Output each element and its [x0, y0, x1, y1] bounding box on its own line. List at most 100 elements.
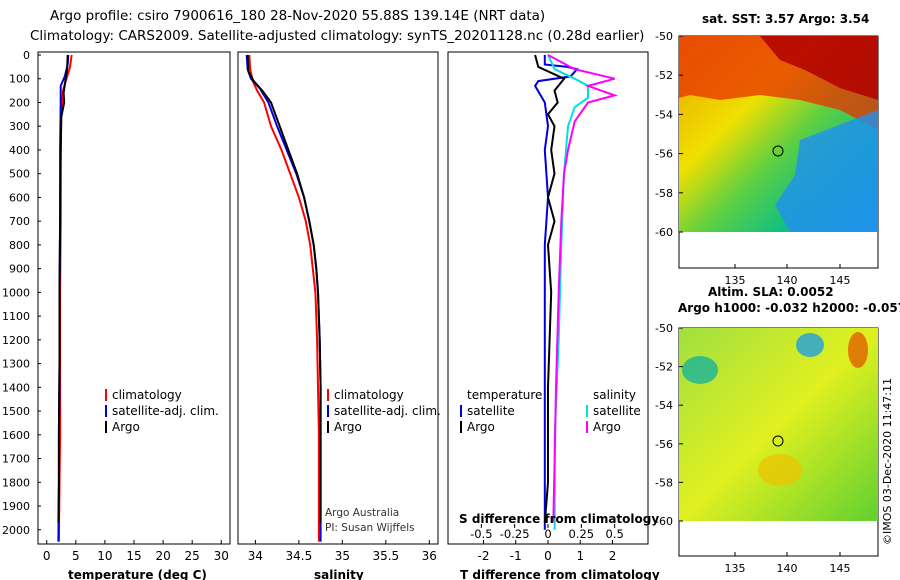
- x-tick-label: 0: [43, 549, 51, 563]
- series-line-t-argo: [534, 54, 566, 523]
- legend-label-satellite: satellite-adj. clim.: [112, 404, 219, 418]
- x-tick-label: 35.5: [372, 549, 399, 563]
- depth-tick-label: 700: [9, 215, 30, 228]
- temperature-x-axis: 0 5 10 15 20 25 30: [43, 540, 229, 563]
- x-tick-label: 2: [609, 549, 617, 563]
- sla-map-field: [679, 328, 878, 521]
- series-line-climatology: [248, 54, 320, 542]
- lat-tick-label: -56: [655, 148, 673, 161]
- x-tick-label: -1: [510, 549, 522, 563]
- title-line-2: Climatology: CARS2009. Satellite-adjuste…: [30, 28, 644, 44]
- s-tick-label: 0.25: [569, 527, 595, 541]
- sla-map-axes: -50 -52 -54 -56 -58 -60 135 140 145: [655, 322, 850, 575]
- depth-tick-label: 1200: [2, 334, 30, 347]
- x-tick-label: 5: [72, 549, 80, 563]
- x-tick-label: 1: [576, 549, 584, 563]
- difference-series: [533, 54, 619, 530]
- depth-tick-label: 900: [9, 263, 30, 276]
- legend-label-climatology: climatology: [112, 388, 182, 402]
- series-line-t-satellite: [533, 55, 579, 530]
- legend-label-satellite: satellite-adj. clim.: [334, 404, 441, 418]
- s-tick-label: -0.5: [470, 527, 492, 541]
- x-tick-label: 25: [185, 549, 200, 563]
- x-tick-label: 30: [214, 549, 229, 563]
- lat-tick-label: -50: [655, 30, 673, 43]
- depth-tick-label: 1900: [2, 500, 30, 513]
- sla-map-title-1: Altim. SLA: 0.0052: [708, 285, 834, 299]
- s-difference-axis: -0.5 -0.25 0 0.25 0.5: [470, 524, 624, 541]
- legend-label-s-argo: Argo: [593, 420, 621, 434]
- difference-x-axis: -2 -1 0 1 2: [477, 540, 616, 563]
- credit-line-1: Argo Australia: [325, 507, 399, 519]
- float-position-marker: [772, 145, 784, 157]
- depth-tick-label: 1700: [2, 453, 30, 466]
- lat-tick-label: -60: [655, 515, 673, 528]
- legend-label-t-satellite: satellite: [467, 404, 515, 418]
- lon-tick-label: 145: [830, 274, 851, 287]
- credit-line-2: PI: Susan Wijffels: [325, 522, 415, 534]
- lon-tick-label: 145: [830, 562, 851, 575]
- depth-tick-label: 600: [9, 191, 30, 204]
- sst-map-title: sat. SST: 3.57 Argo: 3.54: [702, 12, 869, 26]
- depth-tick-label: 0: [23, 49, 30, 62]
- x-tick-label: 0: [544, 549, 552, 563]
- float-position-marker: [772, 435, 784, 447]
- depth-axis: 0 100 200 300 400 500 600 700 800 900 1000 1100 1200…: [2, 49, 41, 537]
- x-tick-label: 36: [422, 549, 437, 563]
- lat-tick-label: -54: [655, 399, 673, 412]
- lat-tick-label: -58: [655, 187, 673, 200]
- x-tick-label: 35: [335, 549, 350, 563]
- lat-tick-label: -60: [655, 226, 673, 239]
- sla-low-anomaly: [796, 333, 824, 357]
- temperature-legend: climatology satellite-adj. clim. Argo: [105, 388, 219, 434]
- legend-label-argo: Argo: [334, 420, 362, 434]
- depth-tick-label: 1400: [2, 381, 30, 394]
- legend-title-temperature: temperature: [467, 388, 542, 402]
- series-line-argo: [57, 54, 69, 523]
- lat-tick-label: -58: [655, 476, 673, 489]
- temperature-panel: [37, 51, 231, 545]
- difference-legend: temperature satellite Argo salinity sate…: [460, 388, 641, 434]
- title-line-1: Argo profile: csiro 7900616_180 28-Nov-2…: [50, 8, 545, 24]
- salinity-legend: climatology satellite-adj. clim. Argo: [327, 388, 441, 434]
- depth-tick-label: 1800: [2, 476, 30, 489]
- salinity-xlabel: salinity: [314, 568, 364, 580]
- depth-tick-label: 1500: [2, 405, 30, 418]
- sla-map: [678, 327, 879, 557]
- depth-tick-label: 1600: [2, 429, 30, 442]
- s-difference-title: S difference from climatology: [459, 512, 659, 526]
- series-line-s-argo: [547, 54, 619, 523]
- temperature-xlabel: temperature (deg C): [68, 568, 207, 580]
- lon-tick-label: 135: [725, 562, 746, 575]
- salinity-series: [245, 54, 322, 542]
- depth-tick-label: 1100: [2, 310, 30, 323]
- s-tick-label: 0.5: [606, 527, 624, 541]
- depth-tick-label: 500: [9, 168, 30, 181]
- lat-tick-label: -56: [655, 438, 673, 451]
- depth-tick-label: 200: [9, 96, 30, 109]
- legend-label-climatology: climatology: [334, 388, 404, 402]
- x-tick-label: 34.5: [286, 549, 313, 563]
- x-tick-label: 34: [248, 549, 263, 563]
- salinity-panel: [237, 51, 439, 545]
- depth-tick-label: 400: [9, 144, 30, 157]
- s-tick-label: 0: [544, 527, 551, 541]
- temperature-series: [57, 54, 73, 542]
- salinity-x-axis: 34 34.5 35 35.5 36: [248, 540, 437, 563]
- difference-xlabel: T difference from climatology: [460, 568, 660, 580]
- lat-tick-label: -50: [655, 322, 673, 335]
- imos-watermark: ©IMOS 03-Dec-2020 11:47:11: [881, 378, 894, 545]
- sla-map-title-2: Argo h1000: -0.032 h2000: -0.057: [678, 301, 900, 315]
- x-tick-label: 20: [155, 549, 170, 563]
- x-tick-label: 15: [126, 549, 141, 563]
- legend-label-t-argo: Argo: [467, 420, 495, 434]
- series-line-satellite-adj-clim-: [245, 54, 322, 542]
- legend-label-s-satellite: satellite: [593, 404, 641, 418]
- legend-title-salinity: salinity: [593, 388, 636, 402]
- sst-map: [678, 35, 879, 269]
- lat-tick-label: -52: [655, 69, 673, 82]
- sla-low-anomaly: [682, 356, 718, 384]
- series-line-argo: [246, 54, 322, 523]
- depth-tick-label: 1300: [2, 358, 30, 371]
